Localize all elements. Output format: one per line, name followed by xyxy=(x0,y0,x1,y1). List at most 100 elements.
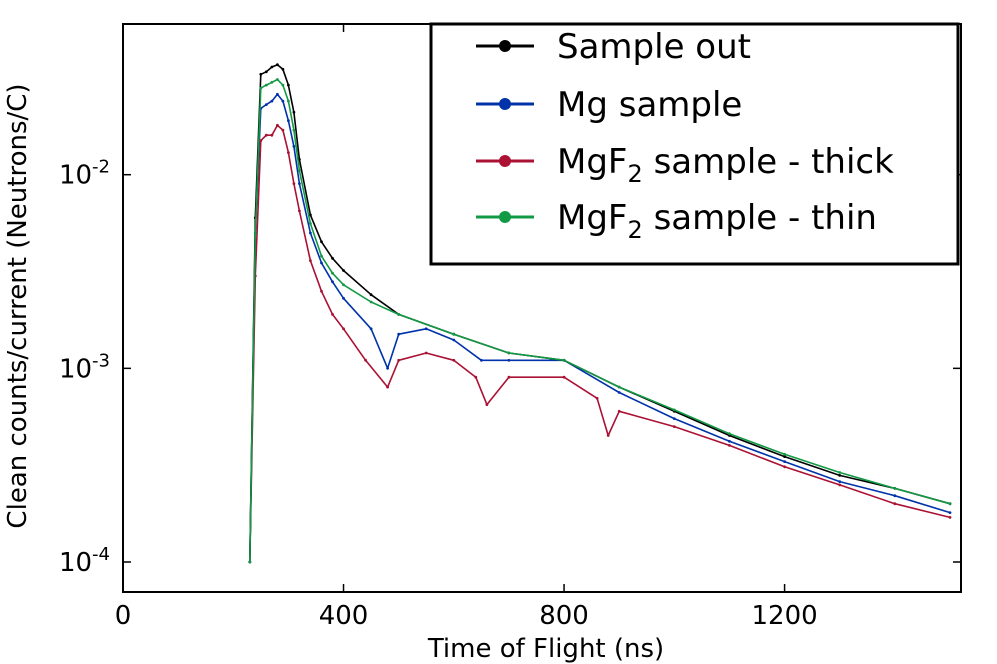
series-point xyxy=(292,182,296,186)
series-point xyxy=(606,434,610,437)
series-point xyxy=(270,99,274,103)
x-tick-label: 1200 xyxy=(751,601,817,631)
series-point xyxy=(948,511,952,514)
series-point xyxy=(397,332,401,336)
series-point xyxy=(287,151,290,155)
series-point xyxy=(672,408,676,412)
series-point xyxy=(672,417,676,420)
series-point xyxy=(342,269,345,272)
series-point xyxy=(728,432,731,436)
series-point xyxy=(281,99,285,103)
series-point xyxy=(281,128,285,132)
series-point xyxy=(309,231,312,235)
series-point xyxy=(728,444,731,447)
legend-label: Sample out xyxy=(557,27,751,67)
series-point xyxy=(320,254,323,258)
series-layer xyxy=(248,63,952,564)
y-tick-label: 10-4 xyxy=(59,544,110,578)
series-point xyxy=(397,313,401,316)
series-point xyxy=(838,480,842,483)
series-point xyxy=(270,80,274,84)
series-point xyxy=(320,289,323,293)
series-point xyxy=(264,70,268,74)
series-point xyxy=(783,465,786,469)
series-point xyxy=(309,213,312,217)
series-point xyxy=(281,83,285,87)
series-point xyxy=(838,483,842,487)
series-point xyxy=(309,222,312,225)
legend-label: MgF2 sample - thin xyxy=(557,198,877,244)
series-point xyxy=(264,133,268,137)
series-point xyxy=(342,296,345,300)
series-point xyxy=(270,133,274,137)
series-point xyxy=(298,182,301,186)
series-point xyxy=(276,63,279,67)
series-point xyxy=(292,145,296,148)
series-point xyxy=(264,83,268,87)
series-point xyxy=(259,86,263,90)
series-point xyxy=(331,271,334,275)
series-point xyxy=(281,67,285,71)
legend-label: Mg sample xyxy=(557,85,742,125)
series-point xyxy=(287,83,290,87)
series-point xyxy=(452,358,456,362)
series-point xyxy=(783,455,786,458)
series-point xyxy=(672,425,676,428)
series-point xyxy=(386,366,389,370)
series-point xyxy=(331,256,334,260)
legend-marker xyxy=(499,40,511,52)
series-point xyxy=(838,474,842,477)
y-axis-title: Clean counts/current (Neutrons/C) xyxy=(3,83,33,528)
series-point xyxy=(298,169,301,173)
series-point xyxy=(364,358,367,362)
series-point xyxy=(320,261,323,265)
series-point xyxy=(617,409,621,413)
series-point xyxy=(369,300,373,304)
series-point xyxy=(783,460,786,463)
series-point xyxy=(728,439,731,443)
series-point xyxy=(948,516,952,519)
legend: Sample out Mg sample MgF2 sample - thick Mg… xyxy=(429,22,960,266)
y-tick-label: 10-2 xyxy=(59,157,110,191)
series-point xyxy=(259,72,263,76)
series-point xyxy=(259,139,263,143)
series-point xyxy=(264,103,268,106)
series-point xyxy=(298,209,301,213)
series-point xyxy=(562,375,566,379)
series-point xyxy=(480,358,483,362)
series-point xyxy=(320,240,323,244)
x-tick-label: 0 xyxy=(115,601,132,631)
series-point xyxy=(948,502,952,506)
series-point xyxy=(248,560,252,564)
series-point xyxy=(369,293,373,297)
series-point xyxy=(893,494,897,498)
series-point xyxy=(287,99,290,103)
series-point xyxy=(783,452,786,456)
series-point xyxy=(397,358,401,362)
series-point xyxy=(485,403,489,406)
series-point xyxy=(309,259,312,262)
series-point xyxy=(342,283,345,287)
series-point xyxy=(270,65,274,69)
series-point xyxy=(893,487,897,490)
series-point xyxy=(507,351,511,355)
series-point xyxy=(474,375,478,379)
legend-box xyxy=(429,22,960,266)
series-point xyxy=(292,128,296,132)
series-point xyxy=(562,358,566,362)
series-point xyxy=(386,385,389,389)
series-point xyxy=(369,327,373,331)
series-point xyxy=(253,231,257,235)
series-point xyxy=(424,351,428,355)
x-tick-label: 400 xyxy=(319,601,369,631)
y-tick-label: 10-3 xyxy=(59,350,110,384)
legend-marker xyxy=(499,155,511,167)
legend-marker xyxy=(499,211,511,223)
series-point xyxy=(507,358,511,362)
series-point xyxy=(595,396,599,400)
legend-label: MgF2 sample - thick xyxy=(557,142,894,188)
series-point xyxy=(331,280,334,284)
x-axis-title: Time of Flight (ns) xyxy=(427,634,664,664)
